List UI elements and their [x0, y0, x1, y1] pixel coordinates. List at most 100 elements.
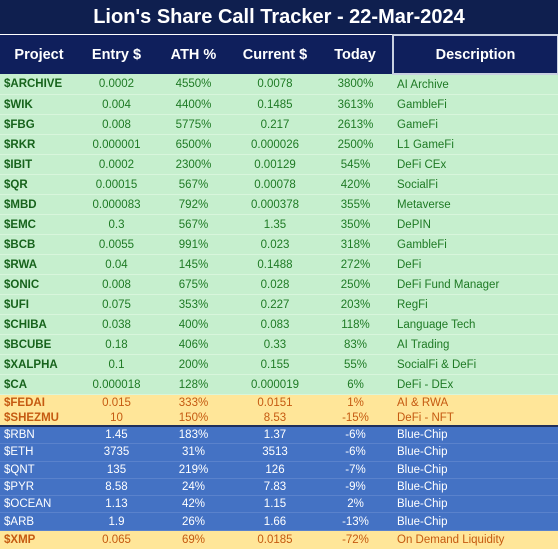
table-cell: DeFi - DEx	[393, 374, 558, 395]
table-cell: 0.008	[78, 114, 155, 135]
table-cell: 1.15	[232, 495, 318, 514]
table-cell: 3800%	[318, 74, 393, 95]
table-cell: $BCUBE	[0, 334, 78, 355]
table-row: $PYR 8.58 24% 7.83 -9% Blue-Chip	[0, 478, 558, 497]
table-cell: Blue-Chip	[393, 461, 558, 479]
table-row: $BCB 0.0055 991% 0.023 318% GambleFi	[0, 234, 558, 255]
table-cell: 3513	[232, 443, 318, 462]
table-cell: 0.065	[78, 530, 155, 549]
table-cell: 0.038	[78, 314, 155, 335]
table-cell: Metaverse	[393, 194, 558, 215]
table-body: $ARCHIVE 0.0002 4550% 0.0078 3800% AI Archive…	[0, 74, 558, 549]
table-cell: 353%	[155, 294, 232, 315]
table-cell: 24%	[155, 478, 232, 497]
table-cell: $UFI	[0, 294, 78, 315]
table-cell: Language Tech	[393, 314, 558, 335]
table-cell: 3735	[78, 443, 155, 462]
table-cell: 128%	[155, 374, 232, 395]
column-header: Current $	[232, 35, 318, 74]
table-cell: 0.0002	[78, 74, 155, 95]
table-cell: 0.083	[232, 314, 318, 335]
table-cell: 0.075	[78, 294, 155, 315]
table-cell: 0.000083	[78, 194, 155, 215]
table-cell: Blue-Chip	[393, 443, 558, 462]
table-cell: 0.0078	[232, 74, 318, 95]
table-row: $RBN 1.45 183% 1.37 -6% Blue-Chip	[0, 425, 558, 445]
table-cell: 0.008	[78, 274, 155, 295]
table-cell: DeFi Fund Manager	[393, 274, 558, 295]
table-cell: $CHIBA	[0, 314, 78, 335]
table-row: $IBIT 0.0002 2300% 0.00129 545% DeFi CEx	[0, 154, 558, 175]
table-cell: RegFi	[393, 294, 558, 315]
tracker-table: Project Entry $ ATH % Current $ Today Descrip…	[0, 34, 558, 549]
table-cell: 0.00129	[232, 154, 318, 175]
table-cell: 4400%	[155, 94, 232, 115]
table-cell: 2500%	[318, 134, 393, 155]
table-cell: 0.000001	[78, 134, 155, 155]
table-cell: DeFi CEx	[393, 154, 558, 175]
table-cell: 0.33	[232, 334, 318, 355]
table-cell: 4550%	[155, 74, 232, 95]
table-cell: $RKR	[0, 134, 78, 155]
table-cell: DeFi	[393, 254, 558, 275]
table-cell: 1.35	[232, 214, 318, 235]
table-row: $CA 0.000018 128% 0.000019 6% DeFi - DEx	[0, 374, 558, 395]
table-cell: 350%	[318, 214, 393, 235]
table-cell: 318%	[318, 234, 393, 255]
table-cell: 400%	[155, 314, 232, 335]
table-cell: $XMP	[0, 530, 78, 549]
table-cell: 7.83	[232, 478, 318, 497]
table-cell: $EMC	[0, 214, 78, 235]
table-cell: $QNT	[0, 461, 78, 479]
table-cell: 0.227	[232, 294, 318, 315]
table-cell: $QR	[0, 174, 78, 195]
table-cell: GambleFi	[393, 234, 558, 255]
table-cell: Blue-Chip	[393, 478, 558, 497]
table-cell: $RWA	[0, 254, 78, 275]
table-row: $SHEZMU 10 150% 8.53 -15% DeFi - NFT	[0, 410, 558, 426]
table-cell: 8.58	[78, 478, 155, 497]
table-cell: $ETH	[0, 443, 78, 462]
table-cell: 0.04	[78, 254, 155, 275]
table-cell: 0.0002	[78, 154, 155, 175]
table-cell: 1.45	[78, 425, 155, 445]
table-cell: 0.000026	[232, 134, 318, 155]
table-cell: 333%	[155, 394, 232, 410]
table-cell: DeFi - NFT	[393, 410, 558, 426]
table-cell: GambleFi	[393, 94, 558, 115]
table-cell: $FEDAI	[0, 394, 78, 410]
table-cell: 31%	[155, 443, 232, 462]
table-row: $ONIC 0.008 675% 0.028 250% DeFi Fund Manager	[0, 274, 558, 295]
table-cell: 355%	[318, 194, 393, 215]
table-cell: SocialFi & DeFi	[393, 354, 558, 375]
table-cell: $BCB	[0, 234, 78, 255]
table-cell: 0.0055	[78, 234, 155, 255]
table-cell: 567%	[155, 214, 232, 235]
table-cell: -15%	[318, 410, 393, 426]
table-cell: 1.66	[232, 512, 318, 531]
table-row: $QR 0.00015 567% 0.00078 420% SocialFi	[0, 174, 558, 195]
table-cell: 118%	[318, 314, 393, 335]
table-cell: 183%	[155, 425, 232, 445]
table-row: $ETH 3735 31% 3513 -6% Blue-Chip	[0, 443, 558, 462]
table-cell: 69%	[155, 530, 232, 549]
table-cell: 1%	[318, 394, 393, 410]
table-cell: 6%	[318, 374, 393, 395]
table-cell: 792%	[155, 194, 232, 215]
table-cell: 567%	[155, 174, 232, 195]
table-cell: 203%	[318, 294, 393, 315]
table-cell: 3613%	[318, 94, 393, 115]
table-cell: 0.004	[78, 94, 155, 115]
table-cell: $CA	[0, 374, 78, 395]
table-cell: Blue-Chip	[393, 425, 558, 445]
table-cell: $RBN	[0, 425, 78, 445]
table-cell: 2300%	[155, 154, 232, 175]
table-row: $OCEAN 1.13 42% 1.15 2% Blue-Chip	[0, 495, 558, 514]
column-header: Entry $	[78, 35, 155, 74]
table-cell: 6500%	[155, 134, 232, 155]
table-cell: 42%	[155, 495, 232, 514]
table-cell: 0.0151	[232, 394, 318, 410]
table-cell: 8.53	[232, 410, 318, 426]
table-cell: On Demand Liquidity	[393, 530, 558, 549]
table-row: $ARB 1.9 26% 1.66 -13% Blue-Chip	[0, 512, 558, 531]
